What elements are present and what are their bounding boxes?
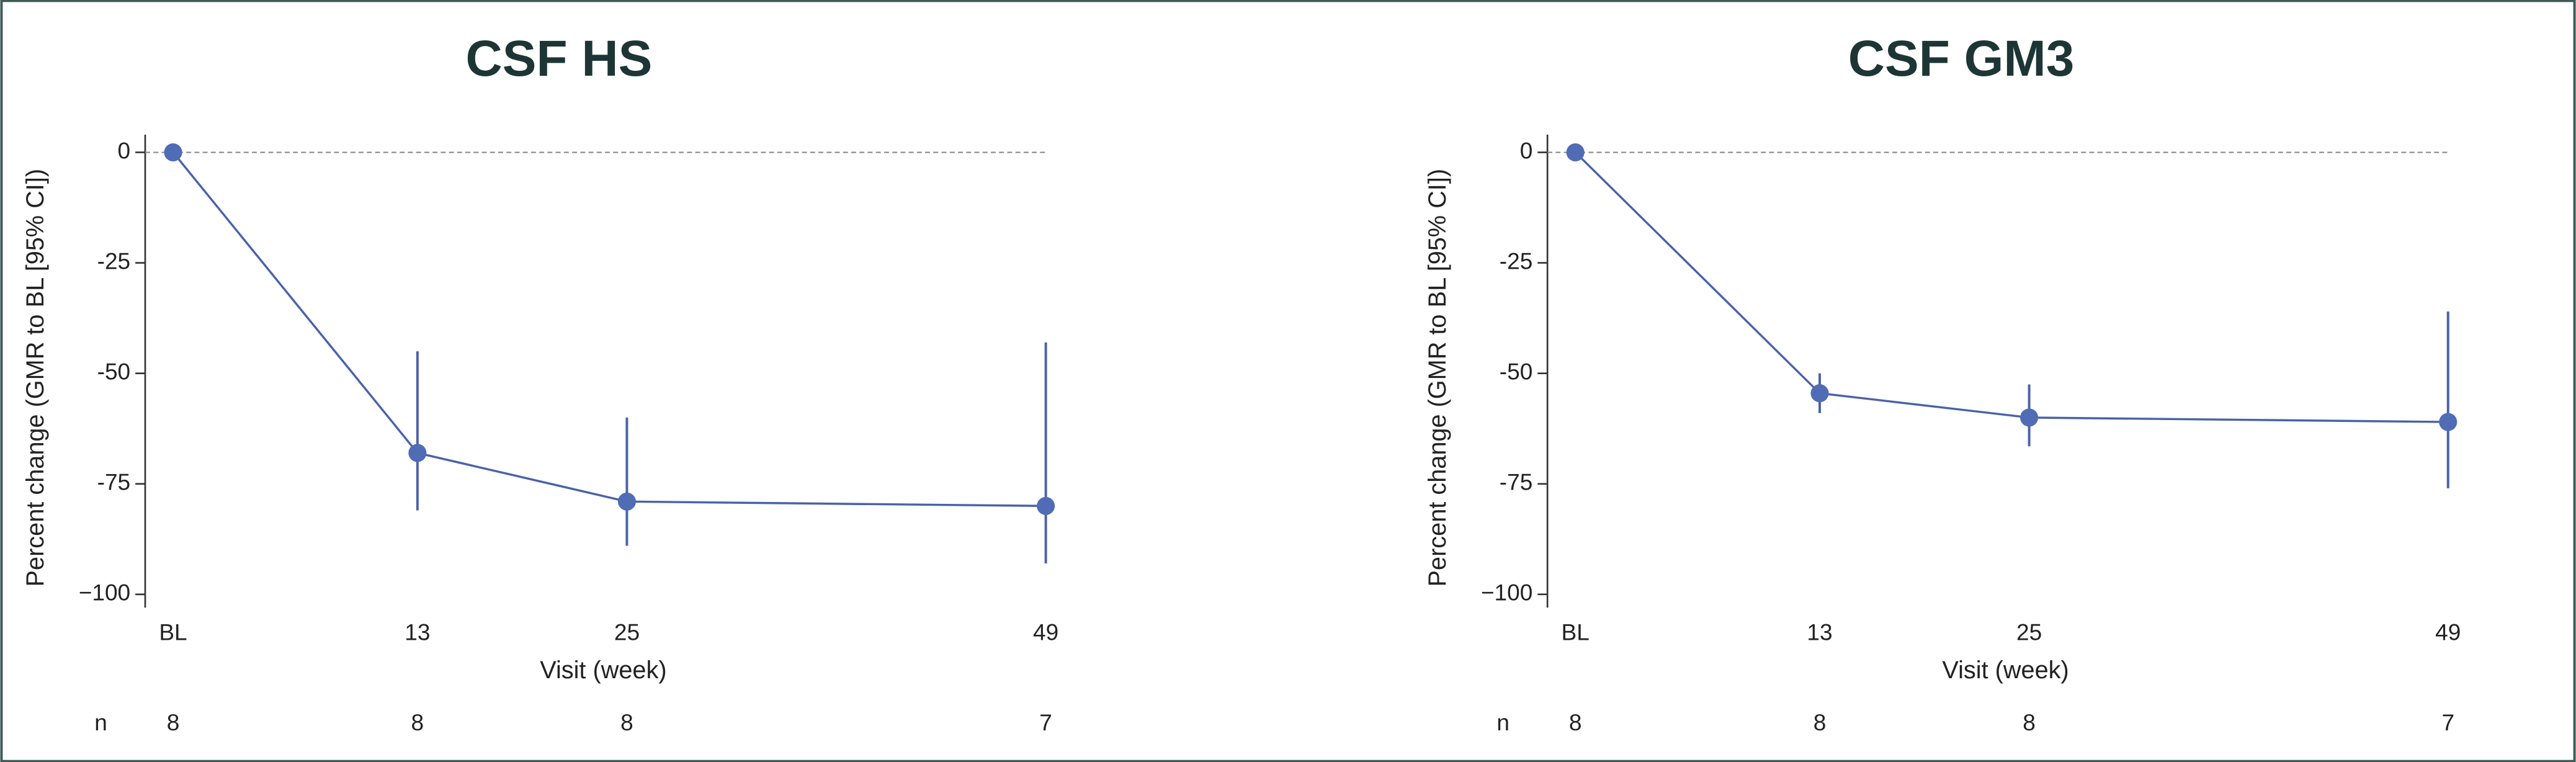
x-axis-label: Visit (week) [1942, 657, 2068, 684]
n-label: n [1496, 709, 1509, 735]
n-label: n [94, 709, 107, 735]
x-tick-label: BL [1562, 619, 1590, 645]
point [1810, 384, 1829, 403]
n-value: 8 [1569, 709, 1582, 735]
y-axis-label: Percent change (GMR to BL [95% CI]) [1424, 169, 1451, 587]
n-value: 7 [2441, 709, 2454, 735]
y-tick-label: 0 [1520, 137, 1533, 163]
chart-title: CSF HS [466, 30, 653, 87]
x-tick-label: 13 [1807, 619, 1832, 645]
n-value: 8 [167, 709, 180, 735]
point [408, 444, 427, 462]
x-axis-label: Visit (week) [540, 657, 666, 684]
x-tick-label: 49 [1033, 619, 1058, 645]
x-tick-label: 13 [405, 619, 430, 645]
y-tick-label: −100 [79, 580, 130, 606]
series-line [172, 151, 1046, 508]
x-tick-label: 49 [2435, 619, 2461, 645]
y-tick-label: -75 [1500, 469, 1533, 495]
point [617, 492, 637, 511]
point [164, 143, 182, 162]
y-axis-label: Percent change (GMR to BL [95% CI]) [22, 169, 49, 587]
n-value: 8 [411, 709, 424, 735]
y-tick-label: -75 [97, 469, 131, 495]
y-tick-label: 0 [118, 137, 131, 163]
y-tick-label: -50 [1500, 358, 1533, 384]
y-tick-label: -50 [97, 358, 131, 384]
series-line [1574, 151, 2448, 423]
n-value: 8 [2023, 709, 2036, 735]
point [2439, 413, 2457, 431]
x-tick-label: BL [159, 619, 187, 645]
y-tick-label: −100 [1481, 580, 1532, 606]
y-tick-label: -25 [97, 248, 131, 274]
point [1037, 496, 1055, 515]
y-tick-label: -25 [1500, 248, 1533, 274]
n-value: 8 [1813, 709, 1827, 735]
n-value: 7 [1039, 709, 1052, 735]
x-tick-label: 25 [614, 619, 640, 645]
chart-title: CSF GM3 [1848, 30, 2075, 87]
x-tick-label: 25 [2016, 619, 2042, 645]
point [2020, 408, 2039, 427]
n-value: 8 [620, 709, 633, 735]
point [1566, 143, 1585, 162]
